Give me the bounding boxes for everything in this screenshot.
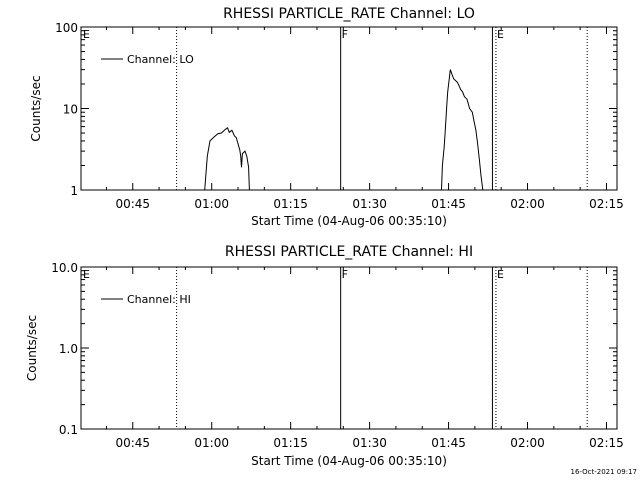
chart-title: RHESSI PARTICLE_RATE Channel: LO [223,6,475,22]
legend-label: Channel: LO [127,53,194,66]
chart-title: RHESSI PARTICLE_RATE Channel: HI [225,244,473,260]
x-tick-label: 02:15 [589,197,624,211]
x-tick-label: 01:30 [352,197,387,211]
marker-label: F [342,268,348,281]
x-tick-label: 02:15 [589,436,624,450]
series-line [204,127,250,191]
x-tick-label: 01:15 [273,436,308,450]
x-tick-label: 01:00 [194,197,229,211]
y-tick-label: 1 [70,184,78,198]
x-tick-label: 01:45 [431,436,466,450]
legend-label: Channel: HI [127,293,191,306]
y-axis-label: Counts/sec [29,75,43,141]
y-tick-label: 0.1 [59,423,78,437]
marker-label: E [83,28,90,41]
legend: Channel: HI [101,293,191,306]
y-tick-label: 10 [63,103,78,117]
marker-label: E [497,268,504,281]
x-tick-label: 01:15 [273,197,308,211]
y-tick-label: 1.0 [59,342,78,356]
series-line [441,69,484,191]
x-axis-label: Start Time (04-Aug-06 00:35:10) [251,454,447,468]
x-tick-label: 00:45 [115,436,150,450]
panel-lo: RHESSI PARTICLE_RATE Channel: LO 00:45 01:… [29,6,624,228]
plot-timestamp: 16-Oct-2021 09:17 [571,468,637,476]
x-tick-label: 00:45 [115,197,150,211]
x-tick-label: 02:00 [510,436,545,450]
x-tick-label: 01:30 [352,436,387,450]
x-tick-label: 01:00 [194,436,229,450]
y-tick-label: 100 [55,21,78,35]
marker-label: E [83,268,90,281]
x-tick-label: 01:45 [431,197,466,211]
marker-label: F [342,28,348,41]
x-axis-label: Start Time (04-Aug-06 00:35:10) [251,214,447,228]
plot-frame [80,266,618,430]
marker-label: E [497,28,504,41]
y-axis-label: Counts/sec [25,315,39,381]
x-tick-label: 02:00 [510,197,545,211]
legend: Channel: LO [101,53,194,66]
plot-frame [80,26,618,191]
panel-hi: RHESSI PARTICLE_RATE Channel: HI 00:45 01:… [25,244,624,468]
y-tick-label: 10.0 [51,261,78,275]
